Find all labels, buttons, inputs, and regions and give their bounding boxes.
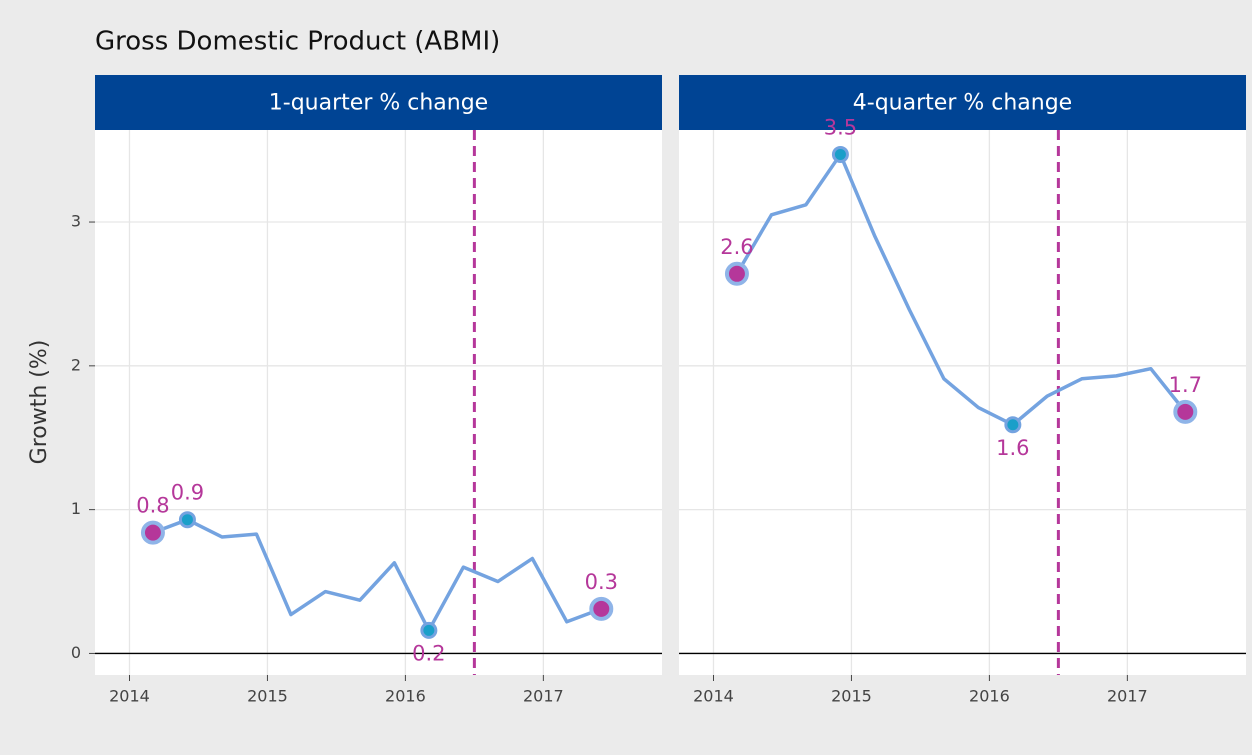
x-tick-label: 2014	[693, 687, 734, 706]
y-tick-label: 3	[71, 212, 81, 231]
x-tick-label: 2014	[109, 687, 150, 706]
highlight-point	[178, 511, 196, 529]
data-label: 0.9	[171, 481, 204, 505]
y-tick-label: 1	[71, 499, 81, 518]
data-label: 0.2	[412, 641, 445, 665]
x-tick-label: 2015	[247, 687, 288, 706]
strip	[95, 75, 662, 130]
data-label: 2.6	[720, 235, 753, 259]
chart-title: Gross Domestic Product (ABMI)	[95, 27, 500, 57]
x-tick-label: 2017	[1107, 687, 1148, 706]
x-tick-label: 2016	[969, 687, 1010, 706]
panel	[95, 130, 662, 675]
highlight-point	[1004, 416, 1022, 434]
y-axis-label: Growth (%)	[27, 340, 52, 465]
data-label: 1.6	[996, 436, 1029, 460]
highlight-point	[831, 145, 849, 163]
highlight-point	[420, 621, 438, 639]
highlight-point	[589, 596, 614, 621]
y-tick-label: 0	[71, 643, 81, 662]
x-tick-label: 2017	[523, 687, 564, 706]
data-label: 1.7	[1169, 373, 1202, 397]
strip-label: 1-quarter % change	[269, 91, 488, 116]
x-tick-label: 2015	[831, 687, 872, 706]
highlight-point	[140, 520, 165, 545]
y-tick-label: 2	[71, 355, 81, 374]
panel	[679, 130, 1246, 675]
strip	[679, 75, 1246, 130]
line	[152, 517, 602, 633]
line	[735, 152, 1187, 427]
data-label: 0.3	[585, 570, 618, 594]
highlight-point	[724, 261, 749, 286]
data-label: 0.8	[136, 494, 169, 518]
highlight-point	[1173, 399, 1198, 424]
data-label: 3.5	[824, 115, 857, 139]
strip-label: 4-quarter % change	[853, 91, 1072, 116]
x-tick-label: 2016	[385, 687, 426, 706]
